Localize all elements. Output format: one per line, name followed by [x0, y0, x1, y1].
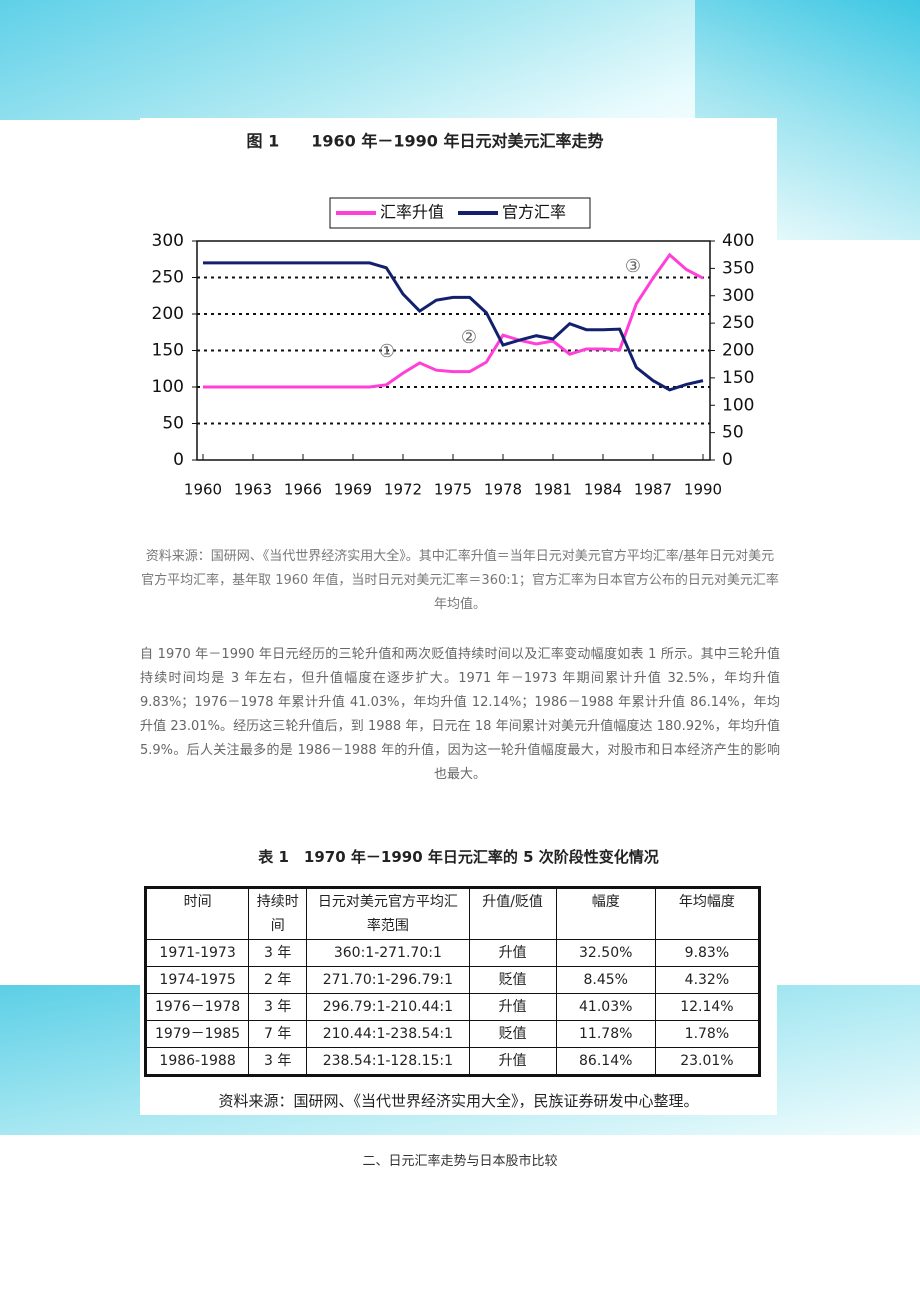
x-tick-label: 1987 — [634, 481, 672, 499]
y-tick-label: 50 — [162, 414, 184, 434]
table-cell: 8.45% — [555, 966, 656, 994]
table-row: 1974-1975 2 年 271.70:1-296.79:1 贬值 8.45% 4.32… — [144, 966, 761, 994]
table-row: 1976－1978 3 年 296.79:1-210.44:1 升值 41.03% 12.… — [144, 993, 761, 1021]
table-cell: 9.83% — [654, 939, 761, 967]
y2-tick-label: 150 — [722, 368, 754, 388]
table-cell: 11.78% — [555, 1020, 656, 1048]
table-cell: 86.14% — [555, 1047, 656, 1076]
table-cell: 41.03% — [555, 993, 656, 1021]
table-cell: 3 年 — [248, 993, 308, 1021]
table-cell: 贬值 — [468, 1020, 557, 1048]
y2-tick-label: 50 — [722, 423, 744, 443]
y-tick-label: 250 — [152, 268, 184, 288]
y-tick-label: 300 — [152, 231, 184, 251]
paragraph: 自 1970 年－1990 年日元经历的三轮升值和两次贬值持续时间以及汇率变动幅… — [140, 647, 780, 782]
table-row: 1979－1985 7 年 210.44:1-238.54:1 贬值 11.78% 1.7… — [144, 1020, 761, 1048]
y-tick-label: 150 — [152, 341, 184, 361]
y2-tick-label: 200 — [722, 341, 754, 361]
x-tick-label: 1975 — [434, 481, 472, 499]
annotation: ② — [461, 327, 477, 348]
x-tick-label: 1981 — [534, 481, 572, 499]
table-cell: 238.54:1-128.15:1 — [306, 1047, 470, 1076]
y-tick-label: 100 — [152, 377, 184, 397]
table-header-cell: 幅度 — [555, 887, 656, 940]
x-tick-label: 1990 — [684, 481, 722, 499]
table-cell: 1979－1985 — [144, 1020, 250, 1048]
table-cell: 271.70:1-296.79:1 — [306, 966, 470, 994]
table-header-cell: 日元对美元官方平均汇率范围 — [306, 887, 470, 940]
table-cell: 7 年 — [248, 1020, 308, 1048]
x-tick-label: 1966 — [284, 481, 322, 499]
table-row: 1971-1973 3 年 360:1-271.70:1 升值 32.50% 9.83% — [144, 939, 761, 967]
table-cell: 升值 — [468, 1047, 557, 1076]
table-row: 1986-1988 3 年 238.54:1-128.15:1 升值 86.14% 23.… — [144, 1047, 761, 1076]
table-cell: 1971-1973 — [144, 939, 250, 967]
table-header-cell: 时间 — [144, 887, 250, 940]
table-cell: 升值 — [468, 939, 557, 967]
y2-tick-label: 400 — [722, 231, 754, 251]
table-source: 资料来源：国研网、《当代世界经济实用大全》，民族证券研发中心整理。 — [218, 1092, 699, 1110]
y2-tick-label: 250 — [722, 313, 754, 333]
table-cell: 1986-1988 — [144, 1047, 250, 1076]
y2-tick-label: 100 — [722, 395, 754, 415]
table-header-cell: 持续时间 — [248, 887, 308, 940]
table-cell: 3 年 — [248, 1047, 308, 1076]
table-cell: 贬值 — [468, 966, 557, 994]
x-tick-label: 1963 — [234, 481, 272, 499]
series-line — [203, 261, 704, 392]
table-cell: 1.78% — [654, 1020, 761, 1048]
table-cell: 12.14% — [654, 993, 761, 1021]
table-cell: 升值 — [468, 993, 557, 1021]
chart-title: 图 1 1960 年－1990 年日元对美元汇率走势 — [247, 132, 604, 151]
y-tick-label: 200 — [152, 304, 184, 324]
x-tick-label: 1978 — [484, 481, 522, 499]
x-tick-label: 1972 — [384, 481, 422, 499]
legend-label: 汇率升值 — [380, 203, 444, 222]
table-cell: 2 年 — [248, 966, 308, 994]
chart: 图 1 1960 年－1990 年日元对美元汇率走势 0 50 100 150 200 2… — [152, 132, 755, 499]
table-cell: 296.79:1-210.44:1 — [306, 993, 470, 1021]
table-cell: 360:1-271.70:1 — [306, 939, 470, 967]
table-cell: 32.50% — [555, 939, 656, 967]
table-header-row: 时间 持续时间 日元对美元官方平均汇率范围 升值/贬值 幅度 年均幅度 — [144, 887, 761, 940]
y2-tick-label: 350 — [722, 258, 754, 278]
annotation: ③ — [625, 256, 641, 277]
table-cell: 23.01% — [654, 1047, 761, 1076]
x-tick-label: 1960 — [184, 481, 222, 499]
table: 时间 持续时间 日元对美元官方平均汇率范围 升值/贬值 幅度 年均幅度 1971-1973 3… — [144, 886, 761, 1077]
table-cell: 3 年 — [248, 939, 308, 967]
table-header-cell: 升值/贬值 — [468, 887, 557, 940]
series-line — [203, 252, 704, 389]
table-cell: 1976－1978 — [144, 993, 250, 1021]
x-tick-label: 1969 — [334, 481, 372, 499]
plot-frame — [196, 240, 711, 461]
x-tick-label: 1984 — [584, 481, 622, 499]
y2-tick-label: 300 — [722, 286, 754, 306]
table-cell: 210.44:1-238.54:1 — [306, 1020, 470, 1048]
section-heading: 二、日元汇率走势与日本股市比较 — [362, 1154, 558, 1169]
table-cell: 4.32% — [654, 966, 761, 994]
annotation: ① — [379, 341, 395, 362]
legend-label: 官方汇率 — [502, 203, 566, 222]
table-cell: 1974-1975 — [144, 966, 250, 994]
table-header-cell: 年均幅度 — [654, 887, 761, 940]
caption: 资料来源：国研网、《当代世界经济实用大全》。其中汇率升值＝当年日元对美元官方平均… — [141, 549, 779, 612]
figure-panel — [140, 118, 777, 513]
y2-tick-label: 0 — [722, 450, 733, 470]
table-title: 表 1 1970 年－1990 年日元汇率的 5 次阶段性变化情况 — [258, 848, 659, 866]
y-tick-label: 0 — [173, 450, 184, 470]
